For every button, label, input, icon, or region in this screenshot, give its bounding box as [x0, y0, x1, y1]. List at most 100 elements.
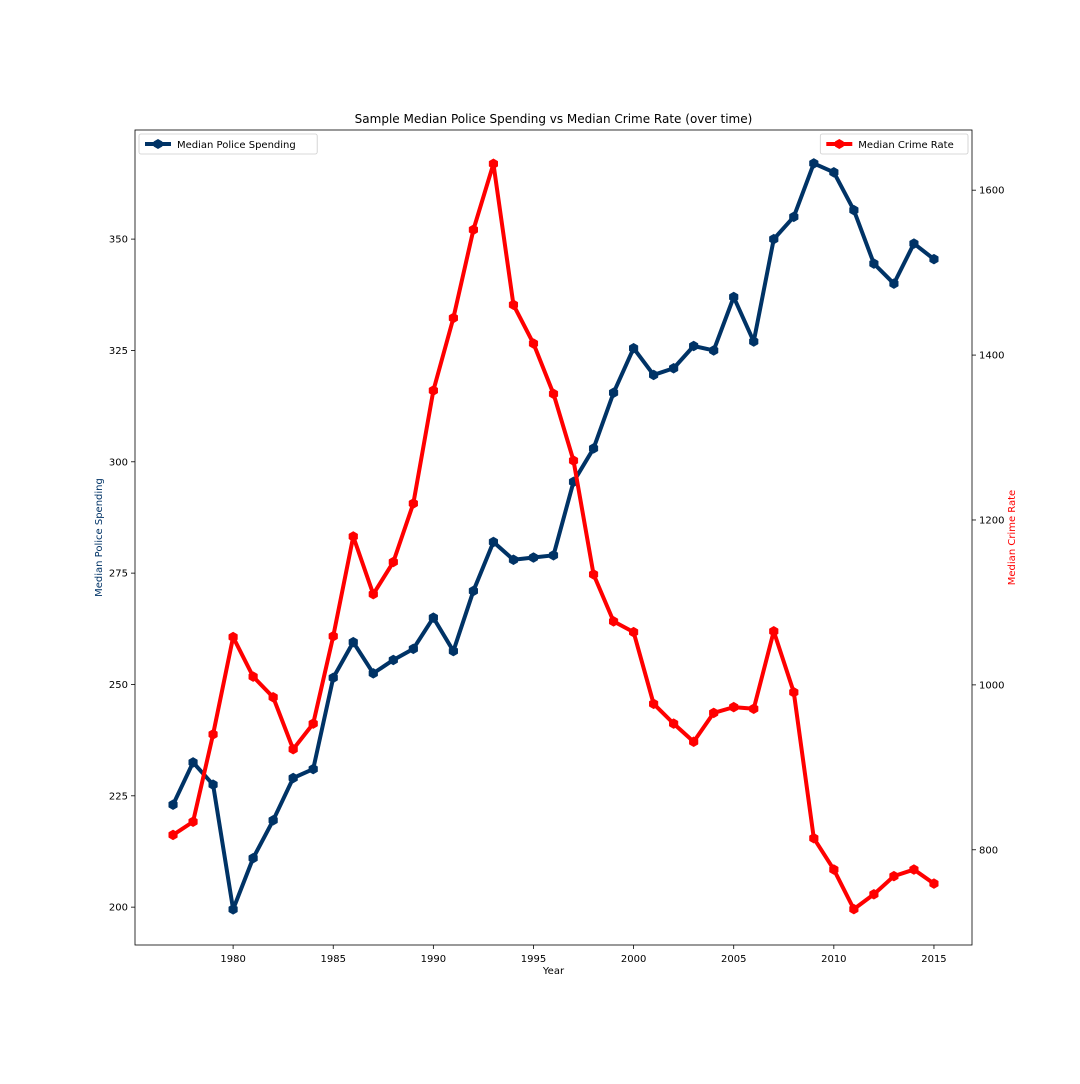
left-y-axis-label: Median Police Spending: [94, 478, 105, 597]
x-tick-label: 1985: [321, 954, 346, 965]
data-point: [729, 291, 739, 303]
data-point: [909, 238, 919, 249]
legend-box: [138, 133, 318, 155]
data-point: [508, 554, 519, 566]
data-point: [548, 388, 559, 400]
data-point: [488, 536, 499, 548]
data-point: [849, 204, 859, 216]
data-point: [729, 701, 739, 713]
data-point: [689, 736, 699, 748]
data-point: [929, 878, 939, 889]
data-point: [188, 757, 198, 768]
data-point: [649, 369, 659, 381]
data-point: [248, 671, 258, 682]
x-tick-label: 1995: [521, 954, 546, 965]
x-tick-label: 2005: [721, 954, 746, 965]
data-point: [649, 698, 659, 710]
x-tick-label: 1980: [220, 954, 245, 965]
data-point: [468, 585, 478, 597]
legend-box: [819, 133, 969, 155]
plot-frame: [134, 129, 973, 946]
data-point: [709, 345, 719, 356]
data-point: [308, 718, 318, 729]
data-point: [348, 531, 358, 542]
data-point: [869, 258, 879, 269]
data-point: [769, 625, 779, 637]
data-point: [809, 832, 819, 844]
data-point: [308, 763, 318, 775]
right-y-axis-label: Median Crime Rate: [1007, 490, 1018, 585]
right-y-tick-label: 1600: [979, 186, 1004, 197]
data-point: [388, 654, 398, 666]
data-point: [789, 211, 799, 223]
left-y-tick-label: 325: [109, 346, 128, 357]
right-y-tick-label: 800: [979, 845, 998, 856]
data-point: [348, 636, 358, 648]
data-point: [669, 718, 679, 729]
x-tick-label: 1990: [421, 954, 446, 965]
data-point: [568, 455, 579, 466]
data-point: [929, 253, 939, 265]
data-point: [428, 612, 438, 623]
data-point: [328, 630, 338, 642]
data-point: [368, 588, 378, 600]
data-point: [849, 903, 859, 915]
x-tick-label: 2010: [821, 954, 846, 965]
data-point: [528, 338, 539, 349]
data-point: [809, 158, 819, 169]
right-y-tick-label: 1200: [979, 515, 1004, 526]
left-y-tick-label: 300: [109, 457, 128, 468]
data-point: [448, 645, 458, 657]
data-point: [188, 816, 198, 828]
data-point: [889, 870, 899, 882]
legend-marker: [153, 139, 163, 149]
legend-label: Median Crime Rate: [858, 140, 953, 151]
data-point: [869, 889, 879, 900]
data-point: [528, 552, 539, 563]
right-y-tick-label: 1000: [979, 680, 1004, 691]
data-point: [629, 626, 639, 638]
data-point: [208, 779, 218, 790]
right-y-tick-label: 1400: [979, 351, 1004, 362]
x-axis-label: Year: [542, 966, 565, 977]
data-point: [268, 691, 278, 703]
data-point: [428, 385, 438, 396]
left-y-tick-label: 225: [109, 791, 128, 802]
x-tick-label: 2000: [621, 954, 646, 965]
data-point: [829, 167, 839, 178]
data-point: [168, 799, 178, 810]
data-point: [468, 224, 478, 236]
x-tick-label: 2015: [921, 954, 946, 965]
data-point: [268, 815, 278, 826]
data-point: [689, 340, 699, 352]
data-point: [909, 864, 919, 875]
data-point: [408, 498, 418, 509]
data-point: [829, 864, 839, 875]
data-point: [669, 362, 679, 374]
data-point: [228, 631, 238, 643]
data-point: [588, 443, 599, 454]
data-point: [548, 550, 559, 561]
data-point: [769, 233, 779, 245]
data-point: [288, 743, 298, 755]
left-y-tick-label: 350: [109, 235, 128, 246]
series-line-2: [171, 161, 936, 912]
legend-marker: [834, 139, 844, 149]
data-point: [328, 672, 338, 684]
data-point: [608, 387, 619, 399]
left-y-tick-label: 200: [109, 903, 128, 914]
chart-title: Sample Median Police Spending vs Median …: [355, 112, 753, 126]
data-point: [749, 336, 759, 347]
data-point: [248, 852, 258, 864]
data-point: [228, 904, 238, 915]
data-point: [408, 643, 418, 655]
data-point: [208, 729, 218, 740]
data-point: [488, 158, 499, 170]
data-point: [608, 616, 619, 627]
data-point: [288, 772, 298, 784]
series-line-1: [171, 161, 936, 912]
left-y-tick-label: 250: [109, 680, 128, 691]
data-point: [508, 299, 519, 311]
